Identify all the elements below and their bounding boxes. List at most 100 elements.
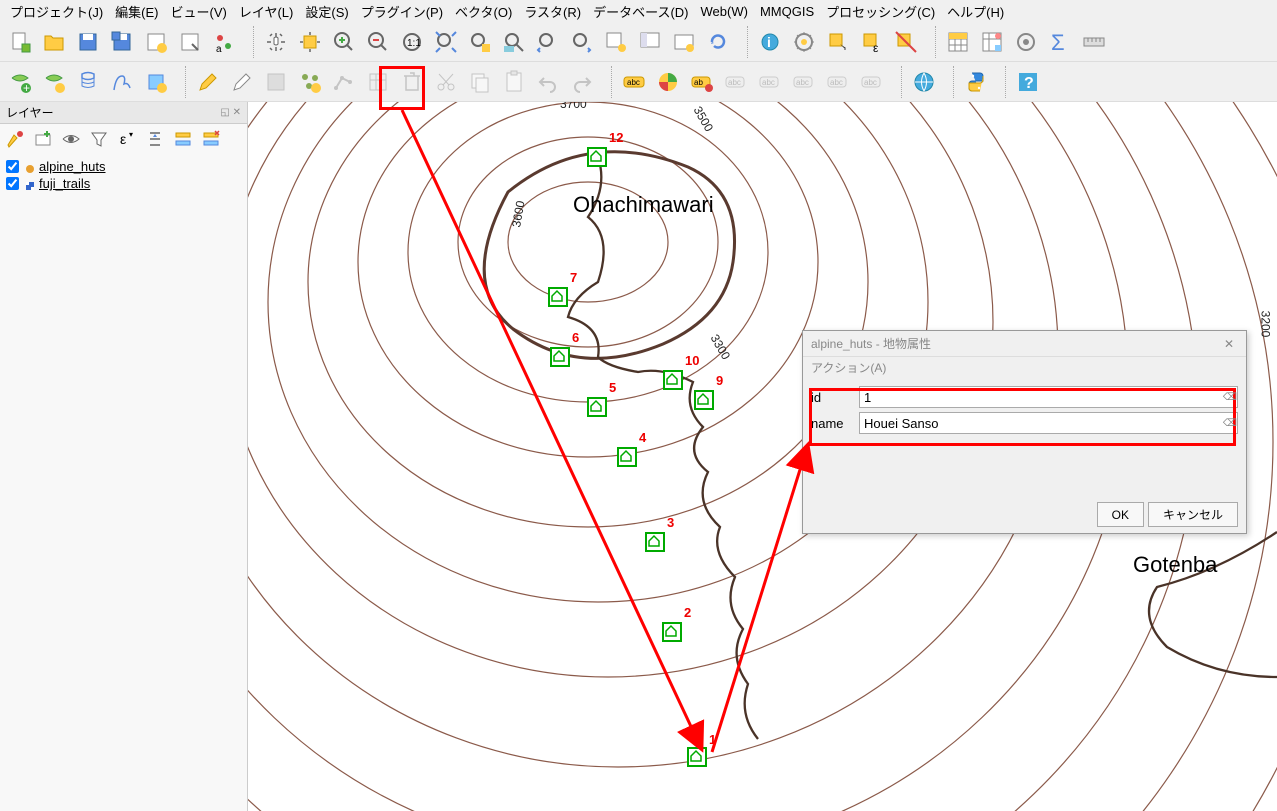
show-bookmarks-button[interactable] bbox=[668, 26, 700, 58]
actions-button[interactable] bbox=[788, 26, 820, 58]
layout-manager-button[interactable] bbox=[140, 26, 172, 58]
help-button[interactable]: ? bbox=[1012, 66, 1044, 98]
label-tool-abc-button[interactable]: abc bbox=[618, 66, 650, 98]
diagram-tool-button[interactable] bbox=[652, 66, 684, 98]
hut-marker[interactable] bbox=[645, 532, 665, 552]
menu-web[interactable]: Web(W) bbox=[695, 2, 754, 21]
modify-attributes-button[interactable] bbox=[362, 66, 394, 98]
copy-features-button[interactable] bbox=[464, 66, 496, 98]
refresh-button[interactable] bbox=[702, 26, 734, 58]
add-point-feature-button[interactable] bbox=[294, 66, 326, 98]
hut-marker[interactable] bbox=[550, 347, 570, 367]
menu-database[interactable]: データベース(D) bbox=[587, 0, 694, 23]
menu-layer[interactable]: レイヤ(L) bbox=[233, 0, 300, 23]
new-map-view-button[interactable] bbox=[600, 26, 632, 58]
new-project-button[interactable] bbox=[4, 26, 36, 58]
toggle-editing-button[interactable] bbox=[192, 66, 224, 98]
save-as-button[interactable] bbox=[106, 26, 138, 58]
collapse-all-button[interactable] bbox=[170, 126, 196, 152]
menu-raster[interactable]: ラスタ(R) bbox=[518, 0, 587, 23]
menu-processing[interactable]: プロセッシング(C) bbox=[820, 0, 941, 23]
manage-visibility-button[interactable] bbox=[58, 126, 84, 152]
pin-labels-button[interactable]: abc bbox=[720, 66, 752, 98]
style-manager-button[interactable] bbox=[174, 26, 206, 58]
zoom-in-button[interactable] bbox=[328, 26, 360, 58]
zoom-last-button[interactable] bbox=[532, 26, 564, 58]
hut-marker[interactable] bbox=[548, 287, 568, 307]
vertex-tool-button[interactable] bbox=[328, 66, 360, 98]
menu-edit[interactable]: 編集(E) bbox=[109, 0, 164, 23]
name-input[interactable] bbox=[859, 412, 1238, 434]
panel-dock-controls[interactable]: ◱ ✕ bbox=[220, 107, 241, 118]
new-virtual-layer-button[interactable] bbox=[140, 66, 172, 98]
id-input[interactable] bbox=[859, 386, 1238, 408]
zoom-next-button[interactable] bbox=[566, 26, 598, 58]
menu-project[interactable]: プロジェクト(J) bbox=[4, 0, 109, 23]
filter-legend-button[interactable] bbox=[86, 126, 112, 152]
clear-icon[interactable]: ⌫ bbox=[1222, 389, 1238, 405]
feature-attributes-dialog[interactable]: alpine_huts - 地物属性 ✕ アクション(A) id ⌫ name … bbox=[802, 330, 1247, 534]
menu-view[interactable]: ビュー(V) bbox=[165, 0, 233, 23]
current-edits-button[interactable] bbox=[226, 66, 258, 98]
new-bookmark-button[interactable] bbox=[634, 26, 666, 58]
remove-layer-button[interactable] bbox=[198, 126, 224, 152]
pan-to-selection-button[interactable] bbox=[294, 26, 326, 58]
hut-marker[interactable] bbox=[687, 747, 707, 767]
zoom-to-selection-button[interactable] bbox=[464, 26, 496, 58]
new-geopackage-button[interactable] bbox=[72, 66, 104, 98]
zoom-full-button[interactable] bbox=[430, 26, 462, 58]
label-tool-button[interactable]: a bbox=[208, 26, 240, 58]
filter-expression-button[interactable]: ε▾ bbox=[114, 126, 140, 152]
zoom-to-layer-button[interactable] bbox=[498, 26, 530, 58]
layer-item-fuji-trails[interactable]: fuji_trails bbox=[6, 175, 241, 192]
layer-checkbox[interactable] bbox=[6, 177, 19, 190]
layer-item-alpine-huts[interactable]: alpine_huts bbox=[6, 158, 241, 175]
redo-button[interactable] bbox=[566, 66, 598, 98]
hut-marker[interactable] bbox=[694, 390, 714, 410]
select-features-button[interactable] bbox=[822, 26, 854, 58]
ok-button[interactable]: OK bbox=[1097, 502, 1144, 527]
show-hide-labels-button[interactable]: abc bbox=[754, 66, 786, 98]
new-shapefile-button[interactable] bbox=[38, 66, 70, 98]
hut-marker[interactable] bbox=[617, 447, 637, 467]
open-project-button[interactable] bbox=[38, 26, 70, 58]
dialog-close-button[interactable]: ✕ bbox=[1220, 337, 1238, 351]
open-attribute-table-button[interactable] bbox=[942, 26, 974, 58]
zoom-native-button[interactable]: 1:1 bbox=[396, 26, 428, 58]
zoom-out-button[interactable] bbox=[362, 26, 394, 58]
statistics-button[interactable]: Σ bbox=[1044, 26, 1076, 58]
field-calculator-button[interactable] bbox=[976, 26, 1008, 58]
processing-toolbox-button[interactable] bbox=[1010, 26, 1042, 58]
layer-styling-button[interactable] bbox=[2, 126, 28, 152]
hut-marker[interactable] bbox=[663, 370, 683, 390]
web-button[interactable] bbox=[908, 66, 940, 98]
layer-checkbox[interactable] bbox=[6, 160, 19, 173]
identify-button[interactable]: i bbox=[754, 26, 786, 58]
menu-mmqgis[interactable]: MMQGIS bbox=[754, 2, 820, 21]
clear-icon[interactable]: ⌫ bbox=[1222, 415, 1238, 431]
delete-selected-button[interactable] bbox=[396, 66, 428, 98]
dialog-menu-actions[interactable]: アクション(A) bbox=[803, 357, 1246, 378]
cut-features-button[interactable] bbox=[430, 66, 462, 98]
move-label-button[interactable]: abc bbox=[788, 66, 820, 98]
new-memory-layer-button[interactable] bbox=[106, 66, 138, 98]
save-edits-button[interactable] bbox=[260, 66, 292, 98]
undo-button[interactable] bbox=[532, 66, 564, 98]
add-group-button[interactable] bbox=[30, 126, 56, 152]
hut-marker[interactable] bbox=[587, 397, 607, 417]
save-project-button[interactable] bbox=[72, 26, 104, 58]
expand-all-button[interactable] bbox=[142, 126, 168, 152]
select-by-expression-button[interactable]: ε bbox=[856, 26, 888, 58]
highlight-pinned-button[interactable]: ab bbox=[686, 66, 718, 98]
add-vector-layer-button[interactable]: + bbox=[4, 66, 36, 98]
change-label-button[interactable]: abc bbox=[856, 66, 888, 98]
menu-settings[interactable]: 設定(S) bbox=[299, 0, 354, 23]
hut-marker[interactable] bbox=[587, 147, 607, 167]
python-console-button[interactable] bbox=[960, 66, 992, 98]
menu-vector[interactable]: ベクタ(O) bbox=[449, 0, 518, 23]
menu-help[interactable]: ヘルプ(H) bbox=[941, 0, 1010, 23]
cancel-button[interactable]: キャンセル bbox=[1148, 502, 1238, 527]
rotate-label-button[interactable]: abc bbox=[822, 66, 854, 98]
menu-plugin[interactable]: プラグイン(P) bbox=[355, 0, 449, 23]
pan-button[interactable] bbox=[260, 26, 292, 58]
